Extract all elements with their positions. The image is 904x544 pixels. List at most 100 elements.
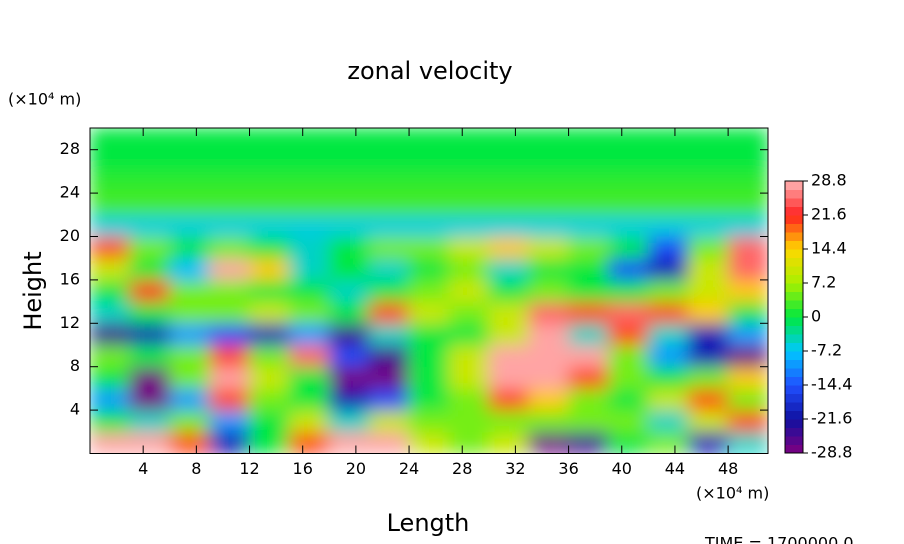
heatmap-cell [368, 170, 410, 194]
heatmap-cell [209, 170, 251, 194]
x-tick-label: 48 [718, 459, 738, 478]
heatmap-cell [408, 149, 450, 172]
heatmap-cell [169, 366, 211, 389]
x-tick-label: 44 [665, 459, 685, 478]
heatmap-cell [249, 431, 290, 454]
heatmap-cell [528, 322, 570, 346]
heatmap-cell [568, 257, 609, 281]
heatmap-cell [488, 322, 530, 346]
heatmap-cell [448, 344, 490, 368]
x-tick-label: 20 [346, 459, 366, 478]
heatmap-cell [408, 192, 450, 216]
heatmap-cell [249, 236, 290, 259]
heatmap-cell [209, 387, 251, 411]
heatmap-cell [408, 257, 450, 281]
x-tick-label: 40 [612, 459, 632, 478]
heatmap-cell [488, 192, 530, 216]
colorbar-band [785, 181, 803, 190]
colorbar-band [785, 368, 803, 377]
heatmap-cell [528, 214, 570, 237]
heatmap-cell [647, 149, 689, 172]
heatmap-cell [488, 344, 530, 368]
heatmap-cell [528, 279, 570, 303]
heatmap-cell [488, 409, 530, 433]
heatmap-cell [448, 322, 490, 346]
heatmap-cell [687, 344, 729, 368]
heatmap-cell [727, 366, 768, 389]
heatmap-cell [727, 409, 768, 433]
heatmap-cell [90, 387, 131, 411]
colorbar-label: 21.6 [811, 205, 847, 224]
heatmap-cell [249, 149, 290, 172]
heatmap-cell [687, 366, 729, 389]
heatmap-cell [328, 128, 370, 151]
heatmap-cell [288, 409, 330, 433]
heatmap-cell [249, 344, 290, 368]
heatmap-cell [448, 366, 490, 389]
heatmap-cell [209, 366, 251, 389]
heatmap-cell [90, 366, 131, 389]
x-tick-label: 28 [452, 459, 472, 478]
heatmap-cell [328, 431, 370, 454]
heatmap-cell [249, 192, 290, 216]
heatmap-cell [90, 279, 131, 303]
heatmap-cell [448, 409, 490, 433]
heatmap-cell [448, 192, 490, 216]
heatmap-cell [687, 128, 729, 151]
heatmap-cell [328, 387, 370, 411]
heatmap-cell [169, 257, 211, 281]
colorbar-band [785, 308, 803, 318]
heatmap-cell [568, 279, 609, 303]
heatmap-cell [687, 257, 729, 281]
heatmap-cell [607, 322, 649, 346]
heatmap-cell [568, 366, 609, 389]
heatmap-cell [368, 236, 410, 259]
heatmap-cell [288, 344, 330, 368]
heatmap-cell [408, 301, 450, 324]
heatmap-cell [249, 128, 290, 151]
heatmap-cell [288, 149, 330, 172]
heatmap-cell [727, 149, 768, 172]
heatmap-cell [368, 322, 410, 346]
colorbar-band [785, 215, 803, 224]
heatmap-cell [528, 149, 570, 172]
heatmap-cell [408, 279, 450, 303]
heatmap-cell [568, 170, 609, 194]
y-unit: (×10⁴ m) [8, 90, 81, 109]
colorbar-band [785, 444, 803, 454]
heatmap-cell [368, 214, 410, 237]
heatmap-cell [288, 128, 330, 151]
heatmap-cell [687, 387, 729, 411]
heatmap-cell [607, 192, 649, 216]
heatmap-cell [288, 214, 330, 237]
heatmap-cell [528, 170, 570, 194]
colorbar-band [785, 283, 803, 292]
heatmap-cell [647, 257, 689, 281]
heatmap-cell [249, 301, 290, 324]
colorbar-band [785, 198, 803, 207]
heatmap-cell [408, 214, 450, 237]
heatmap-cell [408, 387, 450, 411]
heatmap-cell [368, 344, 410, 368]
heatmap-cell [129, 409, 171, 433]
colorbar-band [785, 325, 803, 335]
y-tick-label: 8 [70, 356, 80, 375]
heatmap-cell [488, 366, 530, 389]
heatmap-cell [169, 214, 211, 237]
heatmap-cell [568, 236, 609, 259]
heatmap-cell [288, 170, 330, 194]
heatmap-cell [288, 236, 330, 259]
colorbar-band [785, 436, 803, 445]
heatmap-cell [607, 387, 649, 411]
y-tick-label: 12 [60, 313, 80, 332]
colorbar-band [785, 249, 803, 258]
heatmap-cell [528, 257, 570, 281]
heatmap-cell [448, 128, 490, 151]
heatmap-cell [647, 214, 689, 237]
colorbar-label: -28.8 [811, 443, 852, 462]
heatmap-cell [169, 192, 211, 216]
heatmap-cell [368, 192, 410, 216]
heatmap-cell [568, 387, 609, 411]
heatmap-cell [687, 431, 729, 454]
x-tick-label: 36 [558, 459, 578, 478]
